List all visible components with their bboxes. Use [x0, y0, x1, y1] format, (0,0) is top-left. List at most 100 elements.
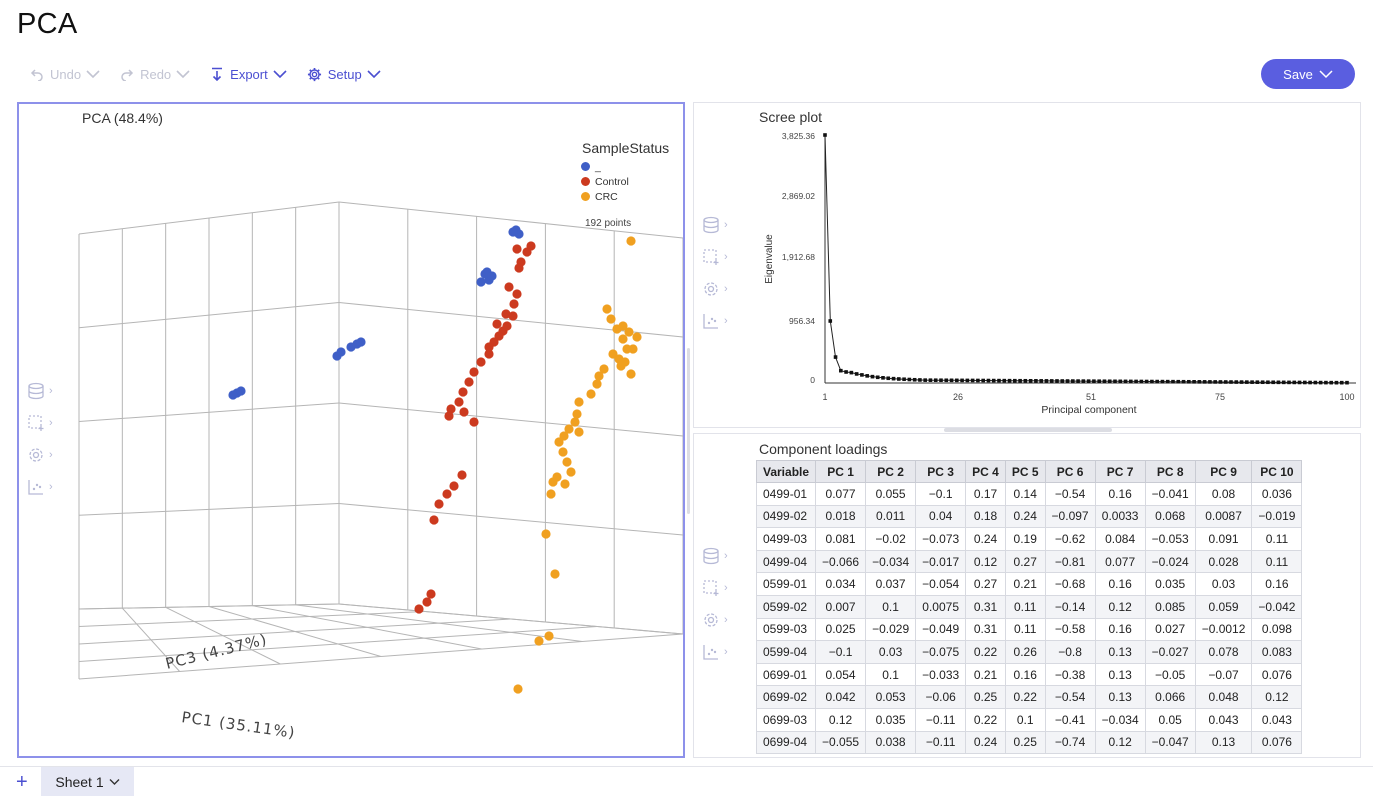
- selection-tool-button[interactable]: ›: [27, 407, 53, 439]
- data-point[interactable]: [509, 299, 519, 309]
- scree-point[interactable]: [912, 377, 917, 382]
- data-point[interactable]: [602, 304, 612, 314]
- scree-point[interactable]: [1276, 380, 1281, 385]
- scree-point[interactable]: [1303, 380, 1307, 385]
- data-point[interactable]: [434, 499, 444, 509]
- scree-point[interactable]: [1345, 380, 1349, 385]
- scree-point[interactable]: [1076, 379, 1080, 383]
- data-point[interactable]: [502, 321, 512, 331]
- scree-point[interactable]: [1113, 379, 1117, 384]
- table-row[interactable]: 0699-04 −0.055 0.038 −0.11 0.24 0.25 −0.74 0.12…: [756, 730, 1303, 755]
- setup-button[interactable]: Setup: [307, 67, 381, 82]
- column-header[interactable]: Variable: [756, 460, 817, 483]
- scree-point[interactable]: [897, 377, 901, 381]
- data-point[interactable]: [513, 684, 523, 694]
- pca-plot-panel[interactable]: PCA (48.4%) PC3 (4.37%) PC1 (35.11%) Sam…: [17, 102, 685, 758]
- data-point[interactable]: [592, 379, 602, 389]
- legend-item[interactable]: CRC: [581, 189, 669, 204]
- scree-point[interactable]: [1160, 379, 1165, 384]
- scree-point[interactable]: [1208, 380, 1212, 384]
- data-point[interactable]: [508, 311, 518, 321]
- data-point[interactable]: [544, 631, 554, 641]
- undo-button[interactable]: Undo: [30, 67, 100, 82]
- scree-point[interactable]: [1260, 380, 1265, 385]
- scree-point[interactable]: [1171, 379, 1175, 384]
- scree-point[interactable]: [1013, 378, 1017, 383]
- scree-point[interactable]: [828, 319, 833, 323]
- scree-point[interactable]: [1297, 380, 1302, 385]
- scree-point[interactable]: [1123, 379, 1128, 384]
- data-point[interactable]: [469, 417, 479, 427]
- data-point[interactable]: [572, 409, 582, 419]
- data-point[interactable]: [626, 369, 636, 379]
- scree-point[interactable]: [860, 373, 864, 377]
- column-header[interactable]: PC 8: [1144, 460, 1196, 483]
- table-row[interactable]: 0599-04 −0.1 0.03 −0.075 0.22 0.26 −0.8 0.13 −0.…: [756, 640, 1303, 664]
- scree-point[interactable]: [1287, 380, 1291, 385]
- scree-point[interactable]: [1165, 379, 1170, 384]
- scree-point[interactable]: [1150, 379, 1154, 384]
- scree-point[interactable]: [1118, 379, 1123, 384]
- scree-point[interactable]: [1071, 379, 1075, 383]
- scree-point[interactable]: [1266, 380, 1270, 385]
- scree-point[interactable]: [949, 378, 954, 383]
- scree-point[interactable]: [1181, 379, 1186, 384]
- scree-point[interactable]: [1187, 379, 1191, 384]
- data-point[interactable]: [564, 424, 574, 434]
- column-header[interactable]: PC 7: [1094, 460, 1146, 483]
- scree-point[interactable]: [1192, 380, 1196, 384]
- scree-point[interactable]: [833, 355, 838, 359]
- data-tool-button[interactable]: ›: [702, 209, 728, 241]
- data-point[interactable]: [356, 337, 366, 347]
- scree-point[interactable]: [1308, 380, 1312, 385]
- scree-point[interactable]: [1007, 378, 1012, 383]
- data-point[interactable]: [484, 349, 494, 359]
- scree-point[interactable]: [1202, 380, 1207, 384]
- scree-point[interactable]: [1065, 379, 1070, 383]
- scree-plot[interactable]: 3,825.36 2,869.02 1,912.68 956.34 0 1 26…: [694, 103, 1361, 428]
- scree-point[interactable]: [939, 378, 943, 383]
- data-point[interactable]: [514, 263, 524, 273]
- table-row[interactable]: 0599-02 0.007 0.1 0.0075 0.31 0.11 −0.14 0.12 0.…: [756, 594, 1303, 619]
- scree-point[interactable]: [1245, 380, 1249, 384]
- scree-point[interactable]: [849, 370, 854, 375]
- table-row[interactable]: 0499-02 0.018 0.011 0.04 0.18 0.24 −0.097 0.003…: [756, 504, 1303, 529]
- data-point[interactable]: [558, 447, 568, 457]
- scree-point[interactable]: [891, 376, 896, 381]
- data-point[interactable]: [550, 569, 560, 579]
- data-point[interactable]: [228, 390, 238, 400]
- scree-point[interactable]: [1234, 380, 1239, 384]
- loadings-table-container[interactable]: Variable PC 1 PC 2 PC 3 PC 4 PC 5 PC 6 PC 7 PC 8…: [756, 460, 1360, 757]
- data-point[interactable]: [541, 529, 551, 539]
- data-point[interactable]: [522, 247, 532, 257]
- save-button[interactable]: Save: [1261, 59, 1355, 89]
- scree-point[interactable]: [1176, 379, 1181, 384]
- export-button[interactable]: Export: [210, 67, 287, 82]
- scree-point[interactable]: [1318, 380, 1323, 385]
- data-point[interactable]: [422, 597, 432, 607]
- scree-point[interactable]: [870, 374, 875, 379]
- scree-point[interactable]: [1197, 380, 1202, 384]
- scree-point[interactable]: [881, 376, 885, 380]
- chart-tool-button[interactable]: ›: [702, 636, 728, 668]
- chart-tool-button[interactable]: ›: [702, 305, 728, 337]
- data-point[interactable]: [504, 282, 514, 292]
- data-point[interactable]: [626, 236, 636, 246]
- scree-point[interactable]: [1028, 378, 1033, 383]
- scree-point[interactable]: [1324, 380, 1328, 385]
- scree-point[interactable]: [1034, 379, 1038, 383]
- scree-point[interactable]: [1049, 379, 1054, 383]
- data-point[interactable]: [492, 319, 502, 329]
- legend-item[interactable]: _: [581, 159, 669, 174]
- scree-point[interactable]: [1107, 379, 1112, 384]
- sheet-tab[interactable]: Sheet 1: [41, 767, 134, 796]
- scree-plot-panel[interactable]: Scree plot 3,825.36 2,869.02 1,912.68 95…: [693, 102, 1361, 428]
- table-row[interactable]: 0699-03 0.12 0.035 −0.11 0.22 0.1 −0.41 −0.034 0…: [756, 707, 1303, 732]
- data-point[interactable]: [476, 357, 486, 367]
- scree-point[interactable]: [902, 377, 906, 382]
- scree-point[interactable]: [1329, 380, 1333, 385]
- legend-item[interactable]: Control: [581, 174, 669, 189]
- data-tool-button[interactable]: ›: [702, 540, 728, 572]
- scree-point[interactable]: [1339, 380, 1344, 385]
